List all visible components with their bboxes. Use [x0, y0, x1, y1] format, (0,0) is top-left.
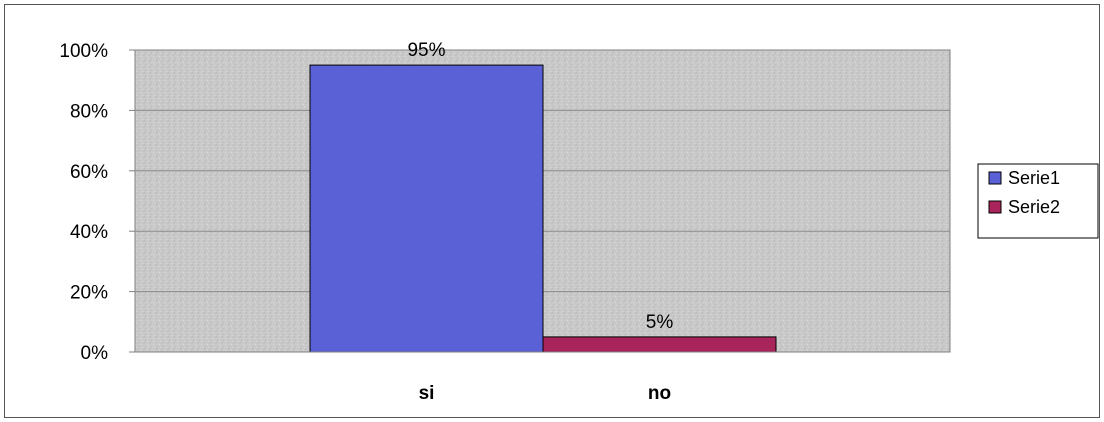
y-tick-label: 20% [70, 283, 108, 304]
legend-swatch-serie2 [988, 200, 1002, 214]
x-category-label-si: si [419, 383, 435, 404]
x-axis: si no [135, 351, 950, 404]
bar-no [542, 336, 777, 353]
y-tick-label: 100% [59, 41, 108, 62]
legend-swatch-serie1 [988, 171, 1002, 185]
bar-si [309, 64, 544, 353]
y-axis: 0% 20% 40% 60% 80% 100% [59, 41, 135, 364]
legend-label-serie1: Serie1 [1008, 168, 1060, 188]
legend: Serie1 Serie2 [977, 163, 1099, 239]
y-tick-label: 60% [70, 162, 108, 183]
y-tick-label: 40% [70, 222, 108, 243]
data-label-no: 5% [646, 312, 674, 333]
legend-label-serie2: Serie2 [1008, 197, 1060, 217]
y-tick-label: 0% [81, 343, 109, 364]
data-label-si: 95% [407, 40, 445, 61]
x-category-label-no: no [648, 383, 671, 404]
data-labels: 95% 5% [407, 40, 673, 333]
y-tick-label: 80% [70, 101, 108, 122]
